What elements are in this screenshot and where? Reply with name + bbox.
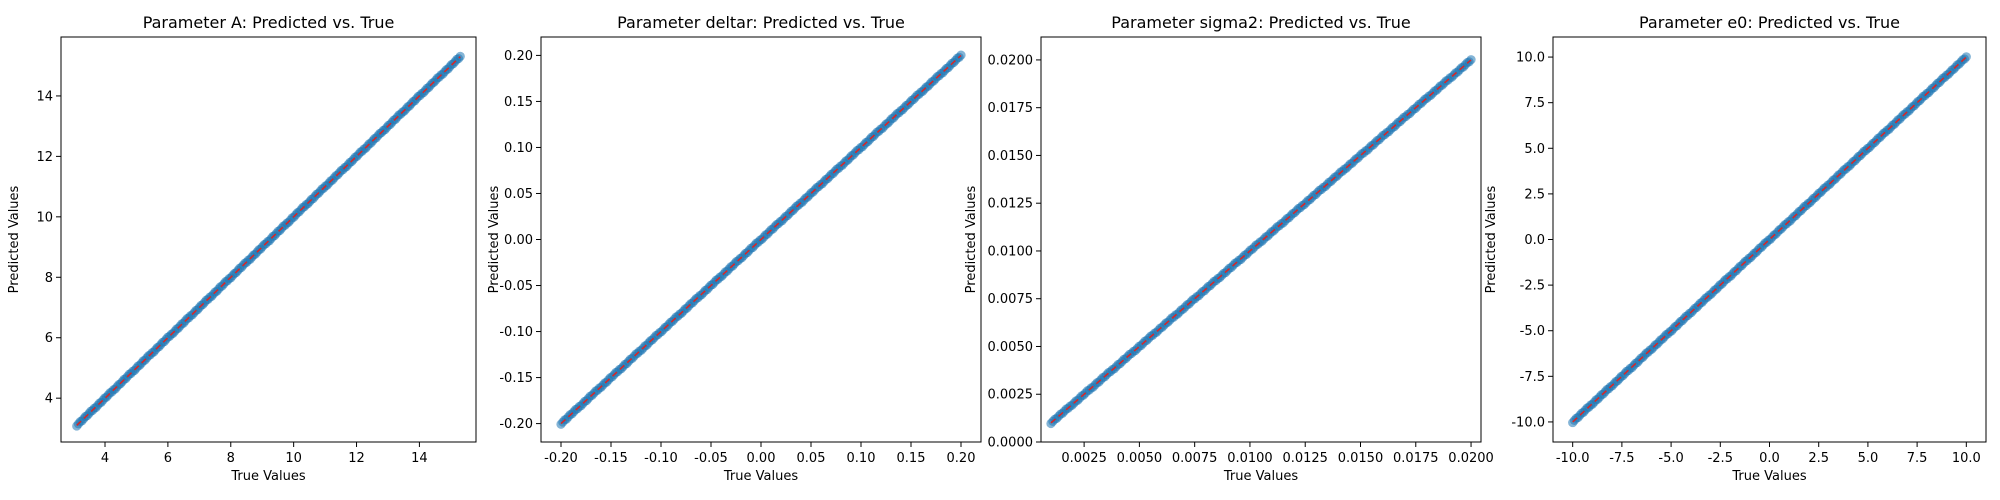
y-tick-label: 14 [36,89,53,104]
y-tick-label: -0.20 [499,417,533,432]
y-tick-label: 0.05 [504,187,533,202]
y-tick-label: 12 [36,150,53,165]
x-axis-label: True Values [1223,469,1298,484]
y-tick-label: 0.15 [504,95,533,110]
x-tick-label: 8 [227,451,235,466]
reference-line [76,56,461,426]
y-tick-label: 0.0000 [988,436,1034,451]
x-tick-label: 10.0 [1952,451,1981,466]
y-tick-label: 6 [45,331,53,346]
y-axis-label: Predicted Values [487,185,502,293]
x-tick-label: -10.0 [1556,451,1590,466]
y-axis-label: Predicted Values [964,185,979,293]
x-tick-label: 0.15 [897,451,926,466]
x-tick-label: -2.5 [1708,451,1733,466]
y-tick-label: 0.0025 [988,388,1034,403]
x-axis-label: True Values [723,469,798,484]
x-tick-label: 0.0150 [1338,451,1384,466]
y-tick-label: -0.15 [499,371,533,386]
scatter-point [956,50,966,60]
y-tick-label: 0.0075 [988,292,1034,307]
y-axis-label: Predicted Values [1484,185,1499,293]
reference-line [1050,59,1472,424]
x-tick-label: 10 [285,451,302,466]
subplot-3: 0.0025 0.0050 0.0075 0.0100 0.0125 0.0150 0.01… [964,13,1494,484]
y-tick-label: -0.05 [499,279,533,294]
y-tick-label: 0.00 [504,233,533,248]
chart-title: Parameter deltar: Predicted vs. True [617,13,905,32]
x-tick-label: 14 [411,451,428,466]
x-axis-label: True Values [230,469,305,484]
x-tick-label: 0.05 [797,451,826,466]
x-tick-label: 0.0200 [1448,451,1494,466]
axes-frame [1040,36,1482,443]
x-tick-label: 2.5 [1808,451,1829,466]
y-tick-label: 5.0 [1524,142,1545,157]
x-tick-label: -0.10 [644,451,678,466]
y-tick-label: 0.0200 [988,53,1034,68]
y-tick-label: -10.0 [1511,415,1545,430]
chart-title: Parameter e0: Predicted vs. True [1639,13,1900,32]
x-tick-label: -5.0 [1658,451,1683,466]
x-axis-label: True Values [1731,469,1806,484]
x-tick-label: 0.0 [1759,451,1780,466]
x-tick-label: 0.0025 [1061,451,1107,466]
x-tick-label: 0.0050 [1117,451,1163,466]
y-tick-label: 0.20 [504,49,533,64]
y-tick-label: 10 [36,210,53,225]
x-tick-label: -7.5 [1609,451,1634,466]
y-tick-label: 2.5 [1524,187,1545,202]
y-tick-label: 8 [45,271,53,286]
subplot-1: 4 6 8 10 12 14 4 6 8 10 12 14 Parameter A: Predicted… [7,13,477,484]
y-tick-label: 0.0175 [988,101,1034,116]
x-tick-label: 6 [164,451,172,466]
y-tick-label: 4 [45,392,53,407]
y-tick-label: -0.10 [499,325,533,340]
x-tick-label: 0.00 [747,451,776,466]
y-tick-label: 0.0150 [988,149,1034,164]
y-tick-label: 0.0 [1524,233,1545,248]
subplot-4: -10.0 -7.5 -5.0 -2.5 0.0 2.5 5.0 7.5 10.0 -10.0 -7… [1484,13,1987,484]
x-tick-label: 0.0075 [1172,451,1218,466]
chart-title: Parameter sigma2: Predicted vs. True [1111,13,1410,32]
x-tick-label: 0.10 [847,451,876,466]
x-tick-label: -0.15 [594,451,628,466]
y-tick-label: -2.5 [1520,279,1545,294]
x-tick-label: 0.0175 [1393,451,1439,466]
y-tick-label: 0.0050 [988,340,1034,355]
x-tick-label: -0.20 [544,451,578,466]
x-tick-label: 0.0100 [1227,451,1273,466]
x-tick-label: 7.5 [1907,451,1928,466]
y-tick-label: 0.10 [504,141,533,156]
y-tick-label: 0.0100 [988,244,1034,259]
reference-line [560,54,962,425]
x-tick-label: 0.0125 [1282,451,1328,466]
axes-frame [60,36,477,443]
x-tick-label: -0.05 [694,451,728,466]
x-tick-label: 12 [348,451,365,466]
y-tick-label: -7.5 [1520,370,1545,385]
y-tick-label: -5.0 [1520,324,1545,339]
y-axis-label: Predicted Values [7,185,22,293]
y-tick-label: 0.0125 [988,197,1034,212]
chart-title: Parameter A: Predicted vs. True [143,13,395,32]
x-tick-label: 0.20 [947,451,976,466]
y-tick-label: 7.5 [1524,96,1545,111]
subplot-2: -0.20 -0.15 -0.10 -0.05 0.00 0.05 0.10 0.15 0.20… [487,13,982,484]
x-tick-label: 5.0 [1858,451,1879,466]
scatter-point [455,51,465,61]
x-tick-label: 4 [101,451,109,466]
y-tick-label: 10.0 [1516,51,1545,66]
